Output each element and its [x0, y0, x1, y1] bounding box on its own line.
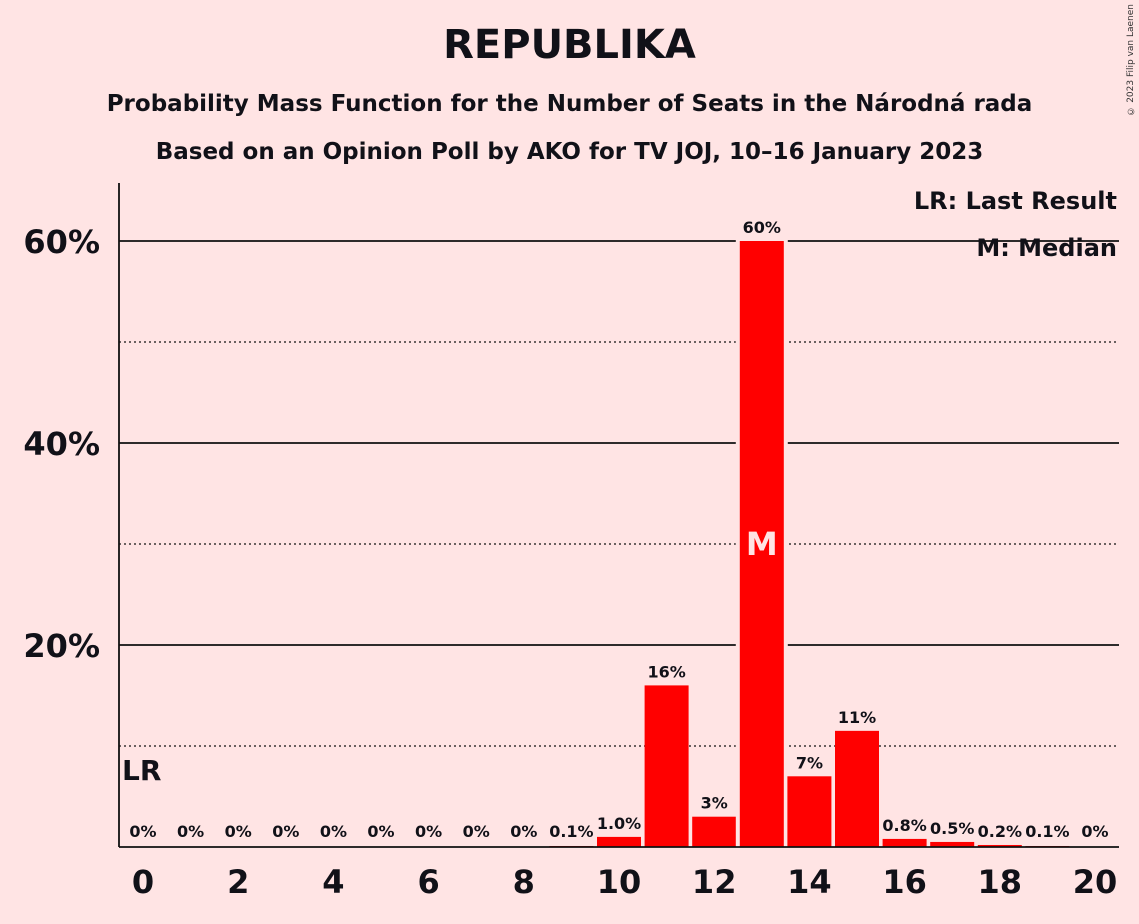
legend-entry: LR: Last Result: [914, 187, 1117, 215]
bar-seat-14: [787, 776, 832, 847]
bar-seat-16: [882, 838, 927, 847]
bar-seat-10: [597, 836, 641, 847]
data-label-seat-0: 0%: [129, 822, 156, 841]
x-tick-label: 8: [513, 863, 535, 901]
x-tick-label: 16: [882, 863, 927, 901]
x-tick-label: 12: [692, 863, 737, 901]
data-label-seat-4: 0%: [320, 822, 347, 841]
chart-title: REPUBLIKA: [443, 22, 696, 68]
x-tick-label: 0: [132, 863, 154, 901]
data-label-seat-19: 0.1%: [1025, 822, 1069, 841]
x-tick-label: 2: [227, 863, 249, 901]
data-label-seat-18: 0.2%: [978, 822, 1022, 841]
data-labels: 0% 0% 0% 0% 0% 0% 0% 0% 0% 0.1% 1.0%16%3%60%7%11%0…: [122, 218, 1109, 841]
x-tick-label: 18: [978, 863, 1023, 901]
data-label-seat-8: 0%: [510, 822, 537, 841]
x-tick-label: 4: [322, 863, 344, 901]
data-label-seat-11: 16%: [647, 662, 685, 681]
y-tick-label: 60%: [23, 223, 100, 261]
x-tick-label: 14: [787, 863, 832, 901]
legend-entry: M: Median: [976, 234, 1117, 262]
bar-seat-11: [644, 685, 689, 847]
data-label-seat-14: 7%: [796, 753, 823, 772]
data-label-seat-2: 0%: [225, 822, 252, 841]
bar-seat-13: [739, 241, 784, 847]
bar-seat-18: [977, 844, 1022, 847]
x-tick-label: 6: [417, 863, 439, 901]
data-label-seat-6: 0%: [415, 822, 442, 841]
data-label-seat-5: 0%: [367, 822, 394, 841]
bar-seat-15: [835, 730, 879, 847]
data-label-seat-1: 0%: [177, 822, 204, 841]
data-label-seat-10: 1.0%: [597, 814, 641, 833]
last-result-marker: LR: [122, 754, 161, 787]
data-label-seat-9: 0.1%: [549, 822, 593, 841]
grid-lines: [119, 240, 1119, 747]
median-marker: M: [746, 525, 778, 563]
data-label-seat-15: 11%: [838, 708, 876, 727]
bars: [549, 239, 1070, 847]
x-tick-label: 20: [1073, 863, 1118, 901]
legend: LR: Last Result M: Median: [914, 187, 1117, 262]
x-tick-label: 10: [597, 863, 642, 901]
y-tick-label: 40%: [23, 425, 100, 463]
data-label-seat-12: 3%: [701, 794, 728, 813]
data-label-seat-13: 60%: [743, 218, 781, 237]
data-label-seat-3: 0%: [272, 822, 299, 841]
data-label-seat-7: 0%: [463, 822, 490, 841]
axes: 20% 40% 60% 0 2 4 6 8 10 12 14 16 18 20: [23, 183, 1119, 901]
data-label-seat-16: 0.8%: [882, 816, 926, 835]
chart-subtitle: Probability Mass Function for the Number…: [106, 91, 1033, 117]
chart-subtitle-poll: Based on an Opinion Poll by AKO for TV J…: [155, 139, 984, 165]
bar-seat-12: [692, 816, 737, 847]
y-tick-label: 20%: [23, 627, 100, 665]
data-label-seat-20: 0%: [1081, 822, 1108, 841]
bar-seat-17: [930, 841, 975, 847]
data-label-seat-17: 0.5%: [930, 819, 974, 838]
